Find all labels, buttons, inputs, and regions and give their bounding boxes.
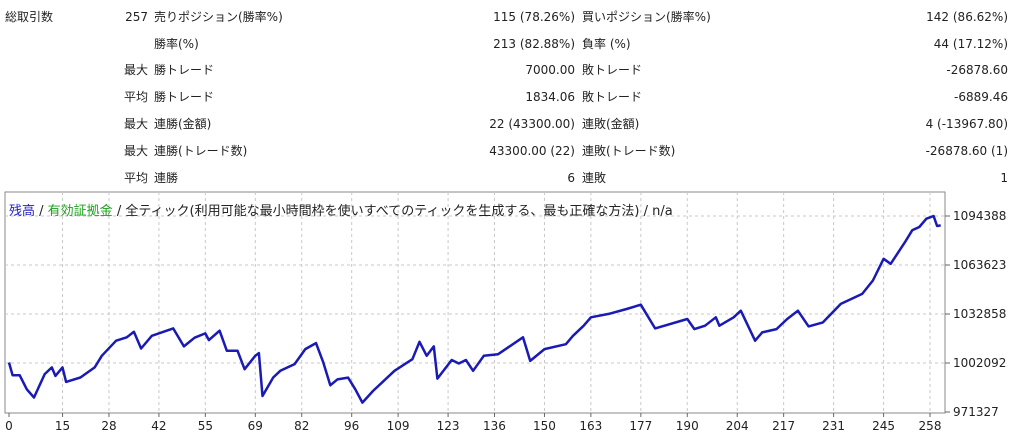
y-tick-label: 971327: [953, 405, 999, 419]
stat-qualifier: 平均: [123, 90, 148, 104]
x-tick-label: 82: [294, 419, 309, 433]
stats-row: 最大 勝トレード 7000.00 敗トレード -26878.60: [0, 60, 1024, 80]
stat-value: 43300.00 (22): [489, 144, 575, 158]
stats-row: 最大 連勝(金額) 22 (43300.00) 連敗(金額) 4 (-13967.80): [0, 114, 1024, 134]
stat-label: 総取引数: [5, 10, 54, 24]
stat-value: 213 (82.88%): [493, 37, 575, 51]
x-tick-label: 96: [344, 419, 359, 433]
stat-value: -26878.60: [946, 63, 1008, 77]
legend-sep: /: [35, 204, 48, 219]
balance-line: [7, 214, 941, 404]
stats-row: 平均 勝トレード 1834.06 敗トレード -6889.46: [0, 87, 1024, 107]
x-tick-label: 136: [483, 419, 506, 433]
stat-value: 115 (78.26%): [493, 10, 575, 24]
stat-qualifier: 平均: [123, 171, 148, 185]
stats-row: 総取引数 257 売りポジション(勝率%) 115 (78.26%) 買いポジション(勝…: [0, 7, 1024, 27]
x-tick-label: 150: [533, 419, 556, 433]
legend-equity: 有効証拠金: [47, 204, 113, 219]
x-tick-label: 109: [387, 419, 410, 433]
y-tick-label: 1032858: [953, 307, 1006, 321]
x-tick-label: 177: [629, 419, 652, 433]
stat-label: 連勝(金額): [154, 117, 212, 131]
x-tick-label: 190: [676, 419, 699, 433]
stats-row: 最大 連勝(トレード数) 43300.00 (22) 連敗(トレード数) -26878.…: [0, 141, 1024, 161]
x-tick-label: 42: [151, 419, 166, 433]
x-tick-label: 28: [101, 419, 116, 433]
stat-value: 7000.00: [525, 63, 575, 77]
stat-label: 負率 (%): [582, 37, 631, 51]
x-tick-label: 123: [437, 419, 460, 433]
x-tick-label: 231: [822, 419, 845, 433]
stat-qualifier: 最大: [123, 144, 148, 158]
x-tick-label: 163: [579, 419, 602, 433]
stat-qualifier: 最大: [123, 117, 148, 131]
legend-balance: 残高: [9, 204, 36, 219]
stat-label: 勝トレード: [154, 90, 215, 104]
y-tick-label: 1002092: [953, 356, 1006, 370]
stat-value: 4 (-13967.80): [925, 117, 1008, 131]
x-tick-label: 15: [55, 419, 70, 433]
stat-qualifier: 最大: [123, 63, 148, 77]
stat-label: 連敗(トレード数): [582, 144, 676, 158]
stat-label: 連敗: [582, 171, 607, 185]
y-tick-label: 1063623: [953, 258, 1006, 272]
stat-value: 1: [1000, 171, 1008, 185]
plot-area: [4, 191, 946, 414]
legend-model: / 全ティック(利用可能な最小時間枠を使いすべてのティックを生成する、最も正確な…: [112, 204, 673, 219]
stat-value: 1834.06: [525, 90, 575, 104]
stat-value: 6: [567, 171, 575, 185]
stat-label: 連勝(トレード数): [154, 144, 248, 158]
stat-label: 敗トレード: [582, 90, 643, 104]
x-tick-label: 69: [248, 419, 263, 433]
stat-label: 買いポジション(勝率%): [582, 10, 711, 24]
x-tick-label: 258: [919, 419, 942, 433]
chart-legend: 残高 / 有効証拠金 / 全ティック(利用可能な最小時間枠を使いすべてのティック…: [9, 200, 673, 219]
stat-value: -6889.46: [954, 90, 1008, 104]
x-tick-label: 204: [726, 419, 749, 433]
balance-chart: 971327 1002092 1032858 1063623 1094388 0 15 28…: [4, 191, 1006, 433]
x-tick-label: 217: [772, 419, 795, 433]
x-tick-label: 0: [5, 419, 13, 433]
stat-value: 142 (86.62%): [926, 10, 1008, 24]
stat-label: 勝率(%): [154, 37, 199, 51]
x-tick-label: 55: [198, 419, 213, 433]
stat-value: -26878.60 (1): [925, 144, 1008, 158]
stat-label: 連勝: [154, 171, 179, 185]
stats-row: 平均 連勝 6 連敗 1: [0, 168, 1024, 188]
stat-value: 44 (17.12%): [933, 37, 1008, 51]
stat-value: 22 (43300.00): [489, 117, 575, 131]
stat-label: 連敗(金額): [582, 117, 640, 131]
y-tick-label: 1094388: [953, 209, 1006, 223]
x-tick-label: 245: [872, 419, 895, 433]
stat-qualifier: 257: [125, 10, 148, 24]
stat-label: 敗トレード: [582, 63, 643, 77]
stat-label: 勝トレード: [154, 63, 215, 77]
stat-label: 売りポジション(勝率%): [154, 10, 283, 24]
stats-row: 勝率(%) 213 (82.88%) 負率 (%) 44 (17.12%): [0, 34, 1024, 54]
